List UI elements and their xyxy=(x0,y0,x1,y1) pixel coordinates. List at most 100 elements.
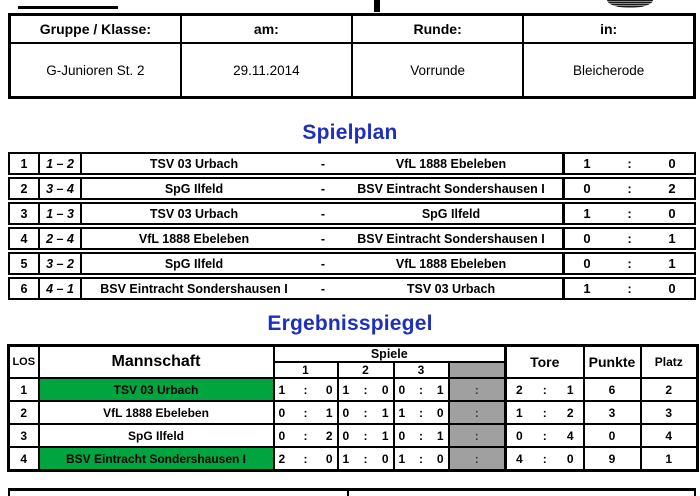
info-value-row: G-Junioren St. 2 29.11.2014 Vorrunde Ble… xyxy=(8,42,696,99)
info-value-am: 29.11.2014 xyxy=(179,42,354,99)
tore-total: 2:1 xyxy=(504,377,585,402)
game3-result: 1:0 xyxy=(392,400,450,425)
score-away: 0 xyxy=(668,206,676,221)
score-colon: : xyxy=(627,281,632,296)
match-pairing: 1 – 3 xyxy=(38,202,80,225)
standings-header-row: LOS Mannschaft Spiele Tore Punkte Platz xyxy=(7,344,699,379)
home-team: TSV 03 Urbach xyxy=(80,202,306,225)
game1-result: 1:0 xyxy=(272,377,339,402)
standings-row: 2 VfL 1888 Ebeleben 0:1 0:1 1:0 : 1:2 3 … xyxy=(7,400,699,425)
game2-result: 1:0 xyxy=(336,446,395,472)
info-value-runde: Vorrunde xyxy=(350,42,525,99)
tore-total: 0:4 xyxy=(504,423,585,448)
punkte-value: 3 xyxy=(582,400,642,425)
team-name: VfL 1888 Ebeleben xyxy=(37,400,275,425)
game1-result: 0:2 xyxy=(272,423,339,448)
score-home: 1 xyxy=(583,281,591,296)
los-number: 3 xyxy=(7,423,40,448)
match-score: 0: 1 xyxy=(562,252,696,275)
score-away: 0 xyxy=(668,281,676,296)
standings-row: 3 SpG Ilfeld 0:2 0:1 0:1 : 0:4 0 4 xyxy=(7,423,699,448)
match-number: 3 xyxy=(8,202,38,225)
score-colon: : xyxy=(627,206,632,221)
versus-dash: - xyxy=(306,152,340,175)
score-away: 1 xyxy=(668,231,676,246)
away-team: TSV 03 Urbach xyxy=(340,277,562,300)
home-team: SpG Ilfeld xyxy=(80,252,306,275)
score-home: 0 xyxy=(583,256,591,271)
score-away: 2 xyxy=(668,181,676,196)
home-team: SpG Ilfeld xyxy=(80,177,306,200)
info-value-in: Bleicherode xyxy=(522,42,696,99)
club-logo-partial-icon xyxy=(607,0,653,8)
score-home: 0 xyxy=(583,231,591,246)
versus-dash: - xyxy=(306,227,340,250)
match-pairing: 3 – 4 xyxy=(38,177,80,200)
info-label-in: in: xyxy=(522,13,696,44)
header-los: LOS xyxy=(7,344,40,379)
game1-result: 0:1 xyxy=(272,400,339,425)
match-number: 6 xyxy=(8,277,38,300)
info-table: Gruppe / Klasse: am: Runde: in: G-Junior… xyxy=(8,13,696,99)
los-number: 1 xyxy=(7,377,40,402)
header-punkte: Punkte xyxy=(582,344,642,379)
score-colon: : xyxy=(627,256,632,271)
info-header-row: Gruppe / Klasse: am: Runde: in: xyxy=(8,13,696,44)
header-tore: Tore xyxy=(504,344,585,379)
away-team: BSV Eintracht Sondershausen I xyxy=(340,177,562,200)
score-colon: : xyxy=(627,181,632,196)
info-label-gruppe: Gruppe / Klasse: xyxy=(8,13,182,44)
match-score: 1: 0 xyxy=(562,152,696,175)
punkte-value: 9 xyxy=(582,446,642,472)
versus-dash: - xyxy=(306,177,340,200)
los-number: 2 xyxy=(7,400,40,425)
punkte-value: 6 xyxy=(582,377,642,402)
tore-total: 1:2 xyxy=(504,400,585,425)
game3-result: 0:1 xyxy=(392,377,450,402)
header-mannschaft: Mannschaft xyxy=(37,344,275,379)
game1-result: 2:0 xyxy=(272,446,339,472)
match-row: 3 1 – 3 TSV 03 Urbach - SpG Ilfeld 1: 0 xyxy=(8,202,696,225)
match-score: 0: 1 xyxy=(562,227,696,250)
match-pairing: 1 – 2 xyxy=(38,152,80,175)
score-away: 0 xyxy=(668,156,676,171)
match-number: 5 xyxy=(8,252,38,275)
score-home: 0 xyxy=(583,181,591,196)
team-name: BSV Eintracht Sondershausen I xyxy=(37,446,275,472)
versus-dash: - xyxy=(306,277,340,300)
game2-result: 0:1 xyxy=(336,400,395,425)
spielplan-title: Spielplan xyxy=(302,121,398,144)
standings-subheader-row: 1 2 3 xyxy=(9,361,698,379)
header-game-4-unused xyxy=(447,361,507,379)
match-pairing: 3 – 2 xyxy=(38,252,80,275)
score-colon: : xyxy=(627,231,632,246)
next-table-partial xyxy=(8,488,696,496)
away-team: VfL 1888 Ebeleben xyxy=(340,252,562,275)
match-row: 5 3 – 2 SpG Ilfeld - VfL 1888 Ebeleben 0… xyxy=(8,252,696,275)
match-pairing: 4 – 1 xyxy=(38,277,80,300)
match-score: 1: 0 xyxy=(562,277,696,300)
standings-row: 1 TSV 03 Urbach 1:0 1:0 0:1 : 2:1 6 2 xyxy=(7,377,699,402)
match-pairing: 2 – 4 xyxy=(38,227,80,250)
game3-result: 1:0 xyxy=(392,446,450,472)
team-name: SpG Ilfeld xyxy=(37,423,275,448)
info-label-runde: Runde: xyxy=(350,13,525,44)
spielplan-table: 1 1 – 2 TSV 03 Urbach - VfL 1888 Ebelebe… xyxy=(8,150,696,302)
game3-result: 0:1 xyxy=(392,423,450,448)
platz-value: 1 xyxy=(639,446,699,472)
match-number: 1 xyxy=(8,152,38,175)
game4-unused: : xyxy=(447,400,507,425)
game4-unused: : xyxy=(447,446,507,472)
home-team: VfL 1888 Ebeleben xyxy=(80,227,306,250)
away-team: SpG Ilfeld xyxy=(340,202,562,225)
game4-unused: : xyxy=(447,423,507,448)
match-score: 0: 2 xyxy=(562,177,696,200)
match-row: 4 2 – 4 VfL 1888 Ebeleben - BSV Eintrach… xyxy=(8,227,696,250)
tore-total: 4:0 xyxy=(504,446,585,472)
match-number: 2 xyxy=(8,177,38,200)
cropped-title-letter xyxy=(374,0,380,12)
match-row: 1 1 – 2 TSV 03 Urbach - VfL 1888 Ebelebe… xyxy=(8,152,696,175)
info-value-gruppe: G-Junioren St. 2 xyxy=(8,42,182,99)
versus-dash: - xyxy=(306,202,340,225)
match-row: 2 3 – 4 SpG Ilfeld - BSV Eintracht Sonde… xyxy=(8,177,696,200)
